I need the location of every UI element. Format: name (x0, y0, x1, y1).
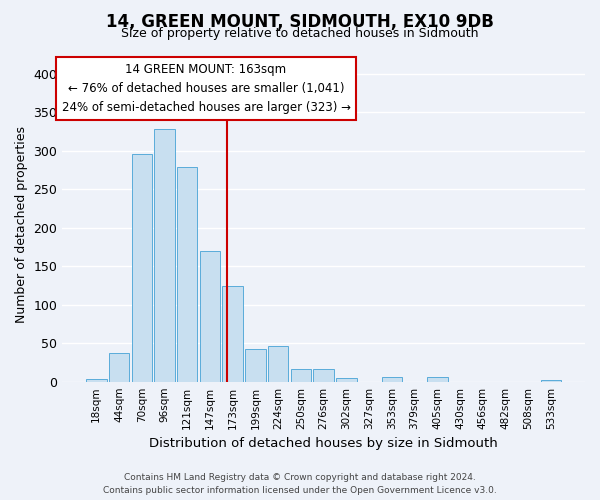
Y-axis label: Number of detached properties: Number of detached properties (15, 126, 28, 322)
Bar (131, 154, 152, 382)
Bar (177, 167, 197, 382)
Bar (245, 350, 266, 382)
Bar (200, 251, 220, 382)
Text: Contains HM Land Registry data © Crown copyright and database right 2024.
Contai: Contains HM Land Registry data © Crown c… (103, 474, 497, 495)
X-axis label: Distribution of detached houses by size in Sidmouth: Distribution of detached houses by size … (149, 437, 498, 450)
Bar (313, 368, 334, 382)
Text: 14 GREEN MOUNT: 163sqm
← 76% of detached houses are smaller (1,041)
24% of semi-: 14 GREEN MOUNT: 163sqm ← 76% of detached… (62, 63, 350, 114)
Bar (223, 286, 243, 382)
Bar (86, 380, 107, 382)
Text: 14, GREEN MOUNT, SIDMOUTH, EX10 9DB: 14, GREEN MOUNT, SIDMOUTH, EX10 9DB (106, 12, 494, 30)
Bar (541, 380, 561, 382)
Bar (290, 368, 311, 382)
Bar (154, 130, 175, 382)
Bar (427, 377, 448, 382)
Text: Size of property relative to detached houses in Sidmouth: Size of property relative to detached ho… (121, 28, 479, 40)
Bar (382, 377, 402, 382)
Bar (109, 353, 129, 382)
Bar (268, 346, 289, 382)
Bar (336, 378, 356, 382)
